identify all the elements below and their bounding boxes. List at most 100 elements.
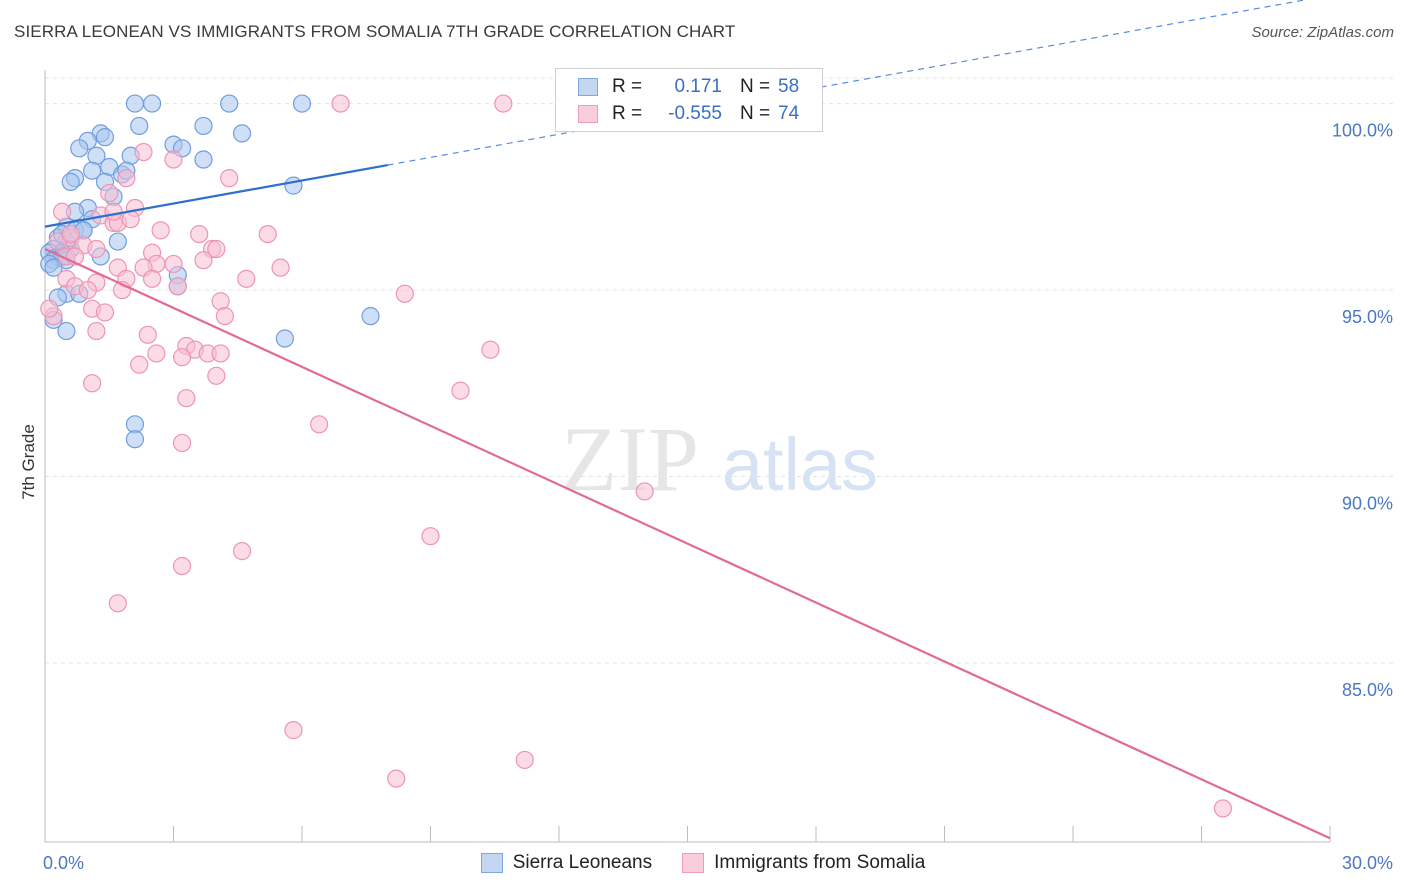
somalia-point <box>142 269 162 288</box>
somalia-point <box>494 94 513 113</box>
watermark-atlas: atlas <box>722 423 878 506</box>
legend-swatch-pink <box>682 853 705 873</box>
legend-r-label: R = <box>612 103 643 124</box>
somalia-point <box>258 224 277 244</box>
sierra-leonean-point <box>70 139 89 158</box>
somalia-point <box>164 254 183 274</box>
somalia-point <box>451 381 470 400</box>
somalia-point <box>1213 799 1233 818</box>
somalia-point <box>310 415 329 434</box>
somalia-point <box>271 258 290 277</box>
somalia-point <box>172 348 192 367</box>
somalia-point <box>87 321 106 341</box>
legend-swatch-blue <box>480 853 503 873</box>
somalia-point <box>87 239 106 259</box>
y-tick-label: 90.0% <box>1342 494 1393 514</box>
legend-label: Immigrants from Somalia <box>714 852 926 873</box>
somalia-point <box>635 482 654 501</box>
sierra-leonean-point <box>95 128 115 147</box>
sierra-leonean-point <box>232 124 252 143</box>
somalia-point <box>95 303 115 322</box>
legend-r-label: R = <box>612 76 643 97</box>
somalia-point <box>147 344 166 363</box>
x-tick-label: 30.0% <box>1342 853 1393 873</box>
sierra-leonean-point <box>125 94 145 113</box>
legend-row-sierra-leoneans: R = 0.171 N = 58 <box>578 74 799 100</box>
y-axis-label: 7th Grade <box>19 424 38 500</box>
trend-line-sierra-leoneans <box>44 164 388 228</box>
trend-line-extension <box>387 0 1308 166</box>
y-tick-label: 100.0% <box>1332 121 1393 141</box>
sierra-leonean-point <box>142 94 162 113</box>
legend-label: Sierra Leoneans <box>512 852 653 873</box>
grid-lines <box>45 77 1395 664</box>
somalia-point <box>117 169 136 188</box>
legend-n-value: 74 <box>778 103 800 124</box>
legend-n-value: 58 <box>778 76 800 97</box>
chart-title: SIERRA LEONEAN VS IMMIGRANTS FROM SOMALI… <box>14 22 736 41</box>
somalia-point <box>515 750 534 770</box>
y-tick-label: 95.0% <box>1342 307 1393 327</box>
sierra-leonean-point <box>61 172 80 191</box>
legend-item-sierra-leoneans: Sierra Leoneans <box>480 852 653 874</box>
somalia-point <box>220 169 239 188</box>
sierra-leonean-point <box>361 307 380 326</box>
series-legend: Sierra Leoneans Immigrants from Somalia <box>0 852 1406 874</box>
sierra-leonean-point <box>275 329 294 348</box>
axes <box>44 70 1331 843</box>
sierra-leonean-point <box>44 258 63 277</box>
somalia-point <box>104 202 123 221</box>
sierra-leonean-point <box>220 94 239 113</box>
somalia-point <box>53 202 72 221</box>
somalia-point <box>207 239 226 259</box>
correlation-legend: R = 0.171 N = 58 R = -0.555 N = 74 <box>555 68 823 132</box>
somalia-point <box>177 389 196 408</box>
sierra-leonean-point <box>284 176 303 195</box>
somalia-point <box>83 374 102 393</box>
legend-item-somalia: Immigrants from Somalia <box>682 852 925 874</box>
legend-r-value: 0.171 <box>674 76 722 97</box>
legend-row-somalia: R = -0.555 N = 74 <box>578 101 799 127</box>
somalia-point <box>130 355 149 374</box>
somalia-point <box>172 433 192 453</box>
somalia-point <box>78 280 97 300</box>
somalia-point <box>237 269 256 288</box>
sierra-leonean-point <box>194 150 213 169</box>
somalia-point <box>168 277 187 296</box>
somalia-point <box>421 527 440 546</box>
somalia-point <box>164 150 183 169</box>
somalia-point <box>211 344 230 363</box>
sierra-leonean-point <box>292 94 312 113</box>
somalia-point <box>232 542 252 561</box>
sierra-leonean-point <box>130 116 149 136</box>
somalia-point <box>211 292 230 311</box>
watermark-zip: ZIP <box>561 408 699 510</box>
somalia-point <box>138 325 157 344</box>
sierra-leonean-point <box>83 161 102 180</box>
y-tick-label: 85.0% <box>1342 680 1393 700</box>
somalia-point <box>134 142 153 162</box>
tick-labels: 85.0% 90.0% 95.0% 100.0% 0.0% 30.0% <box>43 121 1393 873</box>
trend-lines <box>44 0 1331 840</box>
somalia-point <box>61 224 80 244</box>
somalia-point <box>215 307 234 326</box>
somalia-point <box>194 251 213 270</box>
legend-r-value: -0.555 <box>668 103 722 124</box>
somalia-point <box>100 183 119 203</box>
somalia-point <box>395 284 414 303</box>
x-tick-label: 0.0% <box>43 853 84 873</box>
legend-swatch-pink <box>578 105 598 123</box>
somalia-point <box>108 594 127 613</box>
watermark: ZIP atlas <box>561 408 878 510</box>
sierra-leonean-point <box>57 321 76 341</box>
somalia-point <box>207 366 226 385</box>
somalia-point <box>284 721 303 740</box>
somalia-point <box>190 224 209 244</box>
somalia-point <box>481 340 500 359</box>
sierra-leonean-point <box>125 430 145 449</box>
source-label: Source: ZipAtlas.com <box>1251 24 1394 41</box>
somalia-point <box>172 556 192 576</box>
legend-n-label: N = <box>740 103 771 124</box>
legend-swatch-blue <box>578 78 598 96</box>
